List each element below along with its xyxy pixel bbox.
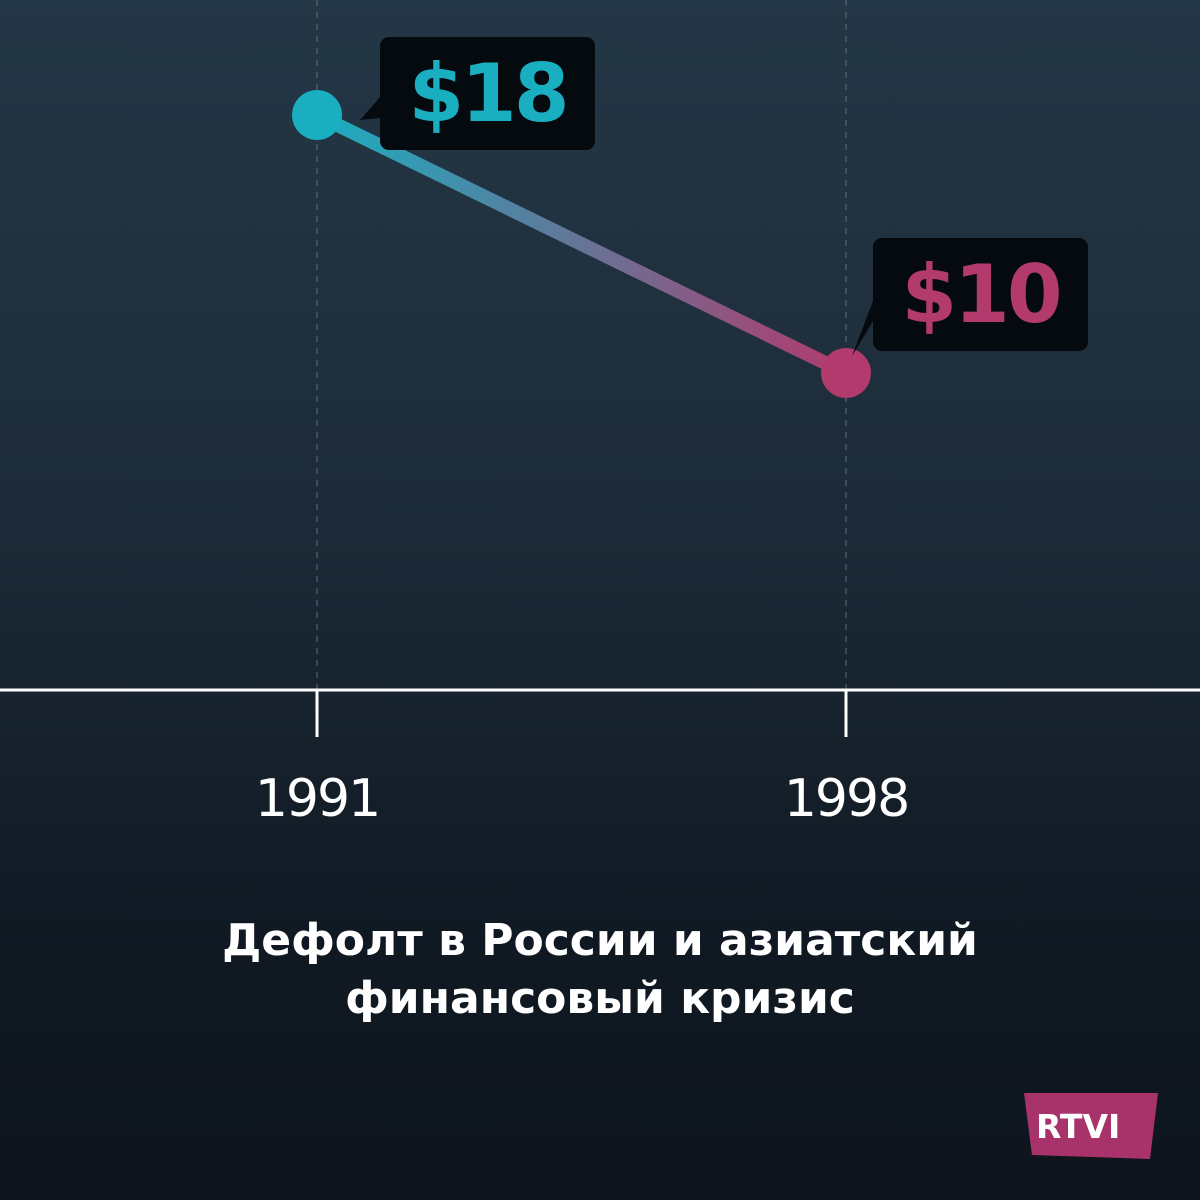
tick-label-1998: 1998 — [784, 769, 908, 829]
callout-tail — [360, 96, 381, 120]
x-ticks: 1991 1998 — [255, 690, 910, 829]
data-label-1991: $18 — [360, 37, 595, 150]
logo-text: RTVI — [1036, 1107, 1121, 1146]
series-line — [195, 108, 990, 380]
data-label-text: $18 — [409, 47, 567, 140]
tick-label-1991: 1991 — [255, 769, 379, 829]
data-label-1998: $10 — [852, 238, 1088, 356]
data-label-text: $10 — [902, 248, 1060, 341]
data-point-1991 — [292, 90, 342, 140]
data-points — [292, 90, 871, 398]
data-labels: $18 $10 — [360, 37, 1088, 356]
chart-caption: Дефолт в России и азиатский финансовый к… — [0, 912, 1200, 1028]
rtvi-logo: RTVI — [1022, 1093, 1158, 1159]
callout-tail — [852, 296, 875, 356]
callout-box — [380, 37, 595, 150]
series-segment — [310, 108, 853, 380]
callout-box — [873, 238, 1088, 351]
caption-line-2: финансовый кризис — [345, 973, 855, 1024]
logo-shape — [1024, 1093, 1158, 1159]
caption-line-1: Дефолт в России и азиатский — [222, 915, 978, 966]
data-point-1998 — [821, 348, 871, 398]
